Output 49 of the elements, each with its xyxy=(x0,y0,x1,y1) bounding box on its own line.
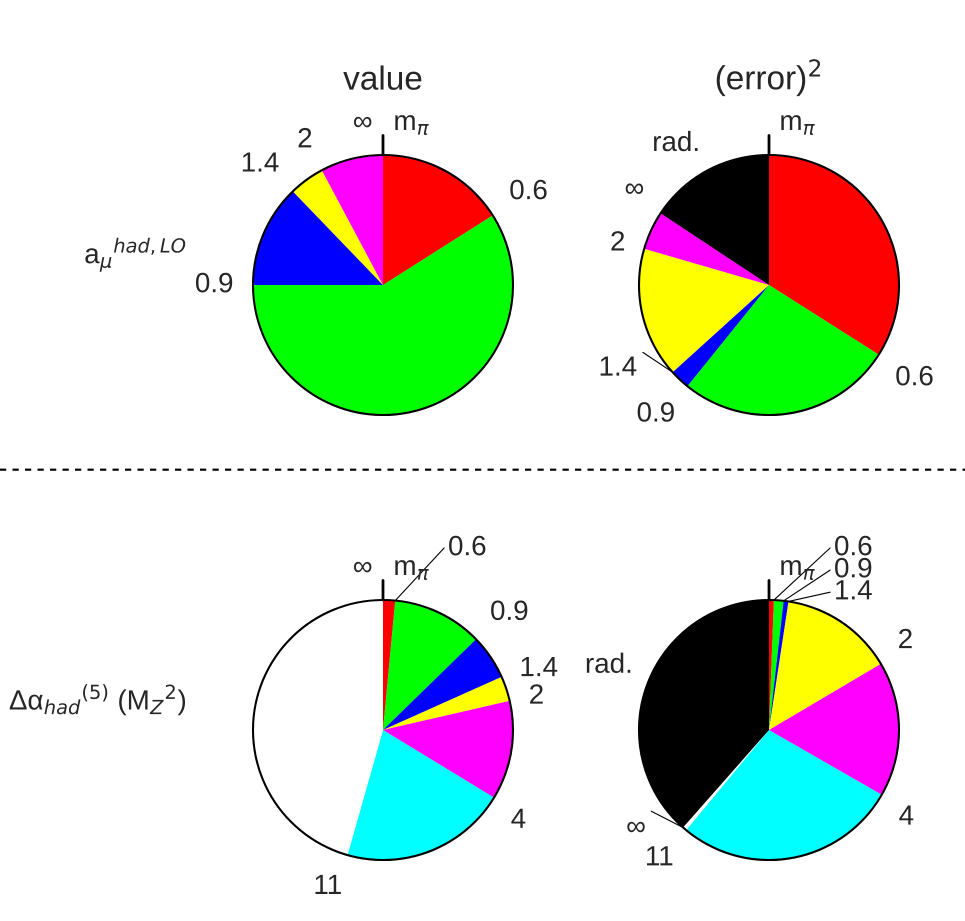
text: ∞ xyxy=(626,183,644,194)
pie-slice xyxy=(322,155,383,285)
text: 0.6 xyxy=(510,180,547,200)
slice-label: rad. xyxy=(586,652,630,674)
text: 0.9 xyxy=(196,272,232,292)
pie-slice xyxy=(769,600,784,730)
text: Δα$_{had}$$^{(5)}$ (M$_{Z}$$^{2}$) xyxy=(10,684,186,716)
slice-label: rad. xyxy=(654,130,698,152)
pie-slice xyxy=(672,285,769,386)
text: 2 xyxy=(611,231,624,250)
text: 1.4 xyxy=(522,656,558,676)
pie-slice xyxy=(253,191,383,285)
text: 1.4 xyxy=(242,152,278,172)
pie-slice xyxy=(687,285,879,415)
text: 2 xyxy=(298,128,312,148)
pie-slice xyxy=(769,601,881,730)
text: ∞ xyxy=(627,822,645,832)
text: 11 xyxy=(646,846,672,866)
pie-slice xyxy=(253,215,513,415)
text: m$_{π}$ xyxy=(395,560,429,580)
text: 11 xyxy=(315,874,341,894)
chart-title: value xyxy=(343,65,422,90)
text: 0.6 xyxy=(835,536,872,556)
text: 1.4 xyxy=(836,580,872,600)
text: 4 xyxy=(899,806,914,825)
text: a$_{μ}$$^{had,LO}$ xyxy=(85,238,186,272)
pie-slice xyxy=(769,600,789,730)
text: 0.9 xyxy=(638,402,674,422)
pie-slice xyxy=(686,730,882,860)
text: m$_{π}$ xyxy=(781,115,815,135)
text: m$_{π}$ xyxy=(395,115,429,135)
pie-slice xyxy=(639,248,769,372)
pie-slice xyxy=(292,170,383,285)
text: 2 xyxy=(530,684,543,704)
text: 0.9 xyxy=(491,600,528,620)
text: 0.9 xyxy=(835,558,872,578)
text: 0.6 xyxy=(896,366,933,386)
text: ∞ xyxy=(354,116,372,128)
text: 4 xyxy=(511,808,526,828)
pie-slice xyxy=(383,155,493,285)
pie-slice xyxy=(769,155,899,355)
text: m$_{π}$ xyxy=(781,560,815,580)
text: 0.6 xyxy=(449,536,486,556)
text: ∞ xyxy=(354,562,372,572)
text: 1.4 xyxy=(600,356,636,376)
pie-slice xyxy=(769,664,899,795)
chart-title: (error)$^{2}$ xyxy=(716,59,820,96)
pie-slice xyxy=(644,213,769,285)
text: 2 xyxy=(899,628,912,648)
